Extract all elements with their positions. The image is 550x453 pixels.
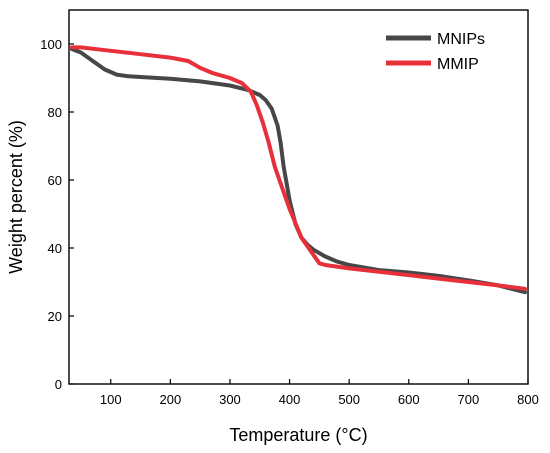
x-tick-label: 400 bbox=[279, 392, 301, 407]
x-tick-label: 300 bbox=[219, 392, 241, 407]
legend-label-mnips: MNIPs bbox=[437, 31, 485, 48]
legend: MNIPs MMIP bbox=[386, 31, 485, 73]
x-tick-label: 700 bbox=[458, 392, 480, 407]
x-tick-label: 200 bbox=[159, 392, 181, 407]
x-tick-label: 800 bbox=[517, 392, 539, 407]
legend-label-mmip: MMIP bbox=[437, 56, 479, 73]
x-tick-label: 500 bbox=[338, 392, 360, 407]
x-axis-ticks: 100 200 300 400 500 600 700 800 bbox=[100, 379, 539, 407]
x-tick-label: 600 bbox=[398, 392, 420, 407]
y-axis-title: Weight percent (%) bbox=[6, 120, 26, 274]
series-lines bbox=[70, 45, 527, 295]
plot-frame bbox=[68, 9, 529, 385]
y-tick-label: 100 bbox=[40, 37, 62, 52]
x-axis-title: Temperature (°C) bbox=[229, 425, 367, 445]
series-line-mnips bbox=[70, 47, 527, 295]
y-tick-label: 80 bbox=[48, 105, 62, 120]
y-axis-ticks: 0 20 40 60 80 100 bbox=[40, 37, 74, 392]
series-line-mmip bbox=[70, 45, 527, 291]
y-tick-label: 40 bbox=[48, 241, 62, 256]
y-tick-label: 20 bbox=[48, 309, 62, 324]
y-tick-label: 0 bbox=[55, 377, 62, 392]
plot-area bbox=[68, 9, 529, 385]
x-tick-label: 100 bbox=[100, 392, 122, 407]
y-tick-label: 60 bbox=[48, 173, 62, 188]
